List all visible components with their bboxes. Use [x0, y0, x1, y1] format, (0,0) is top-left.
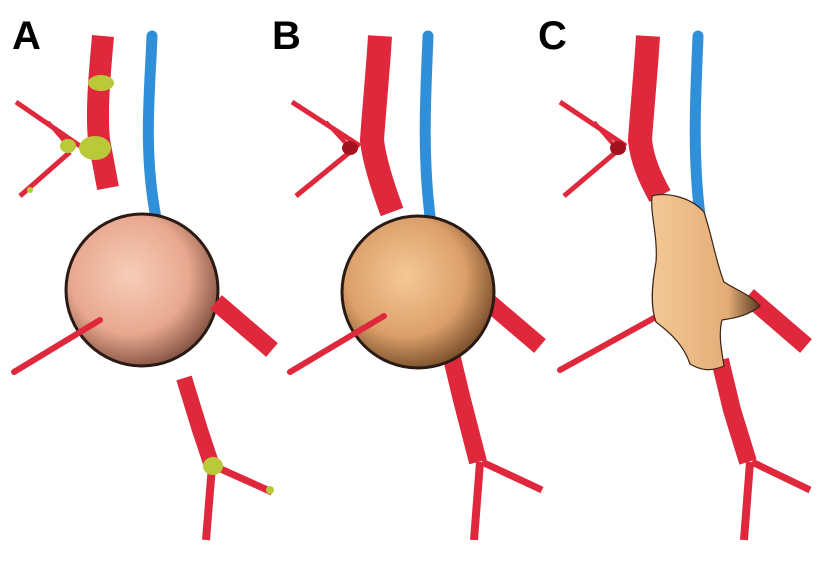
artery-left-c	[557, 315, 657, 373]
artery-left-b	[287, 313, 387, 375]
artery-left-a	[11, 317, 103, 375]
vein-c	[689, 30, 706, 222]
artery-lower-branch-b-1	[470, 461, 484, 541]
panel-a	[11, 30, 278, 541]
artery-branch-c-1	[558, 99, 628, 149]
sphere-a	[64, 212, 220, 368]
artery-lower-c	[711, 357, 757, 465]
panel-label-a: A	[12, 14, 41, 58]
artery-branch-b-3	[294, 150, 352, 198]
panel-b	[287, 30, 546, 541]
artery-lower-branch-a-2	[212, 462, 274, 496]
artery-upper-a	[86, 35, 119, 191]
artery-lower-branch-c-1	[740, 461, 754, 541]
branch-stub-c	[610, 141, 626, 155]
junction-marker-a-5	[203, 457, 223, 475]
junction-marker-a-1	[88, 75, 114, 91]
soma-c	[651, 193, 761, 371]
panel-label-c: C	[538, 14, 567, 58]
junction-marker-a-3	[60, 139, 76, 153]
artery-lower-branch-c-2	[750, 458, 812, 494]
panel-label-b: B	[272, 14, 301, 58]
artery-branch-c-3	[562, 150, 618, 198]
vein-a	[142, 30, 162, 224]
junction-marker-a-4	[27, 187, 33, 193]
junction-marker-a-6	[266, 486, 274, 494]
vein-b	[419, 30, 436, 222]
artery-lower-branch-a-1	[202, 465, 216, 541]
artery-upper-b	[359, 35, 404, 217]
artery-upper-c	[627, 35, 671, 202]
panel-c	[557, 30, 812, 541]
artery-lower-a	[176, 375, 220, 469]
artery-lower-branch-b-2	[480, 458, 544, 494]
artery-right-a	[210, 295, 278, 357]
artery-lower-b	[441, 347, 487, 465]
artery-right-b	[480, 293, 546, 353]
sphere-b	[340, 214, 496, 370]
branch-stub-b	[342, 141, 358, 155]
junction-marker-a-2	[79, 136, 111, 160]
